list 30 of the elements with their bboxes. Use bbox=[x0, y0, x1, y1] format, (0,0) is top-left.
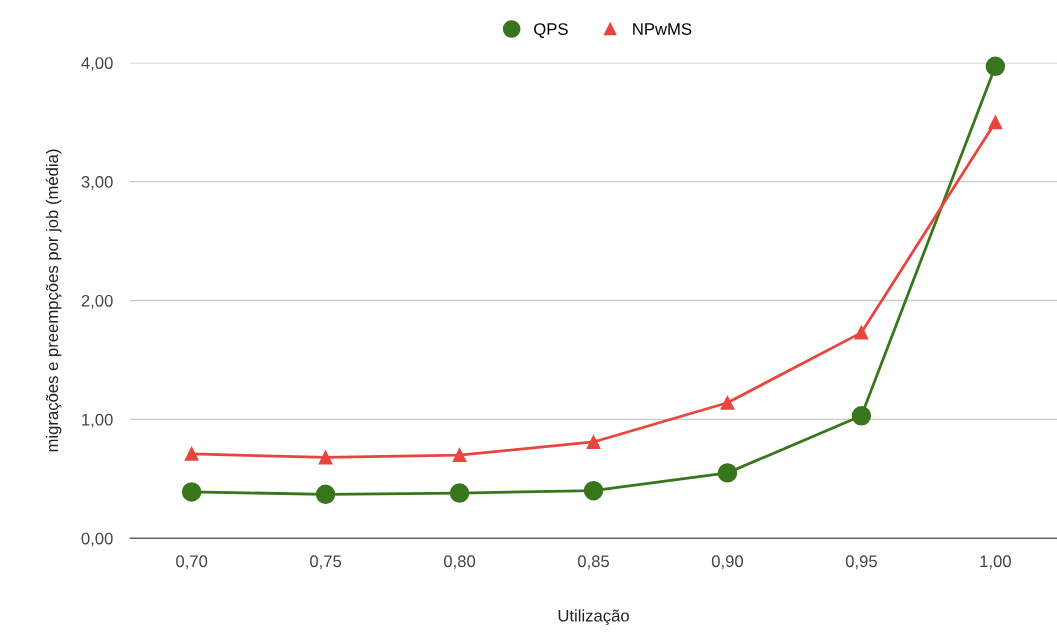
y-axis-title: migrações e preempções por job (média) bbox=[45, 149, 62, 452]
x-tick-label: 0,75 bbox=[310, 555, 342, 570]
point bbox=[184, 446, 199, 461]
x-axis-title: Utilização bbox=[558, 609, 629, 625]
point bbox=[181, 482, 202, 502]
x-tick-label: 0,70 bbox=[176, 555, 208, 570]
point bbox=[452, 448, 467, 462]
point bbox=[583, 480, 604, 501]
x-tick-label: 0,80 bbox=[443, 555, 476, 570]
legend-label: NPwMS bbox=[633, 23, 692, 35]
point bbox=[717, 463, 738, 483]
y-tick-label: 1,00 bbox=[82, 413, 113, 428]
y-tick-label: 4,00 bbox=[81, 57, 113, 71]
point bbox=[851, 406, 872, 426]
point bbox=[586, 435, 601, 449]
point bbox=[720, 395, 735, 410]
x-tick-label: 0,95 bbox=[845, 555, 877, 570]
legend-label: QPS bbox=[534, 23, 568, 38]
x-tick-label: 1,00 bbox=[980, 555, 1011, 570]
y-tick-label: 0,00 bbox=[81, 532, 113, 547]
x-tick-label: 0,85 bbox=[577, 555, 610, 570]
point bbox=[985, 56, 1006, 77]
point bbox=[854, 325, 869, 340]
point bbox=[988, 115, 1003, 130]
point bbox=[315, 484, 336, 505]
point bbox=[449, 483, 470, 503]
y-tick-label: 2,00 bbox=[81, 294, 113, 309]
y-tick-label: 3,00 bbox=[81, 176, 113, 190]
point bbox=[318, 450, 333, 465]
x-tick-label: 0,90 bbox=[711, 555, 744, 570]
